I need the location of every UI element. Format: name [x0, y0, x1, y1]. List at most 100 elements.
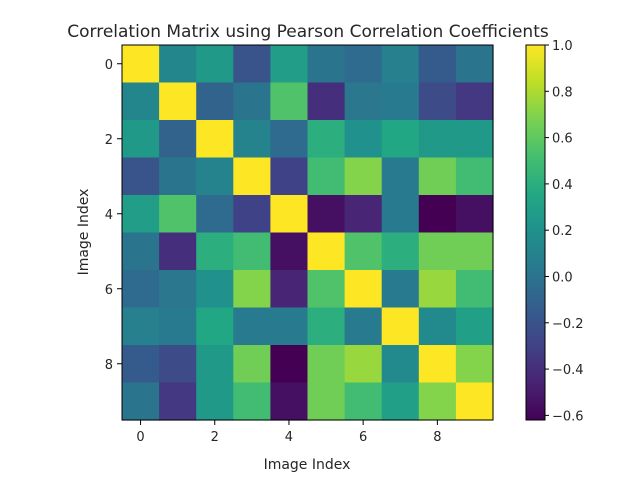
y-tick-label: 4 — [105, 208, 113, 223]
heatmap-cell-5-3 — [233, 232, 271, 271]
heatmap-cell-7-1 — [159, 307, 197, 346]
x-tick-label: 2 — [211, 430, 219, 445]
heatmap-cell-9-0 — [122, 382, 160, 421]
heatmap-cell-8-8 — [418, 345, 457, 384]
chart-title: Correlation Matrix using Pearson Correla… — [67, 22, 549, 42]
heatmap-cell-7-7 — [381, 307, 420, 346]
heatmap-cell-5-8 — [418, 232, 457, 271]
plot-frame — [121, 44, 494, 421]
x-tick-label: 8 — [433, 430, 441, 445]
heatmap-cell-1-6 — [344, 82, 383, 121]
heatmap-cell-8-3 — [233, 345, 271, 384]
heatmap-cell-3-5 — [307, 157, 346, 196]
heatmap-cell-6-8 — [418, 270, 457, 309]
colorbar-tick-label: 0.6 — [552, 132, 573, 147]
heatmap-cell-8-7 — [381, 345, 420, 384]
heatmap-cell-6-6 — [344, 270, 383, 309]
heatmap-cell-0-2 — [196, 45, 234, 84]
heatmap-cell-0-4 — [270, 45, 309, 84]
heatmap-cell-5-4 — [270, 232, 309, 271]
heatmap-cell-3-6 — [344, 157, 383, 196]
heatmap-cell-8-6 — [344, 345, 383, 384]
heatmap-cell-8-2 — [196, 345, 234, 384]
heatmap-cell-1-4 — [270, 82, 309, 121]
heatmap-cell-2-1 — [159, 120, 197, 159]
heatmap-cell-0-9 — [455, 45, 494, 84]
x-tick-label: 4 — [285, 430, 293, 445]
heatmap-cell-4-6 — [344, 195, 383, 234]
heatmap-cell-7-5 — [307, 307, 346, 346]
heatmap-cell-2-3 — [233, 120, 271, 159]
heatmap-cell-4-0 — [122, 195, 160, 234]
heatmap-cell-5-2 — [196, 232, 234, 271]
heatmap-cell-9-3 — [233, 382, 271, 421]
heatmap-cell-8-9 — [455, 345, 494, 384]
heatmap-cell-5-0 — [122, 232, 160, 271]
heatmap-cell-3-7 — [381, 157, 420, 196]
heatmap-cell-3-0 — [122, 157, 160, 196]
heatmap-cell-9-1 — [159, 382, 197, 421]
heatmap-cell-6-3 — [233, 270, 271, 309]
y-axis-label: Image Index — [76, 189, 92, 276]
heatmap-cell-0-8 — [418, 45, 457, 84]
colorbar — [526, 45, 545, 420]
colorbar-frame — [525, 44, 546, 421]
heatmap-cell-9-2 — [196, 382, 234, 421]
colorbar-tick-label: 0.0 — [552, 270, 573, 285]
heatmap-cell-3-2 — [196, 157, 234, 196]
colorbar-tick-label: 0.8 — [552, 85, 573, 100]
heatmap-cells — [122, 45, 494, 421]
heatmap-cell-1-5 — [307, 82, 346, 121]
heatmap-cell-6-0 — [122, 270, 160, 309]
heatmap-cell-8-1 — [159, 345, 197, 384]
colorbar-tick-label: −0.6 — [552, 409, 584, 424]
heatmap-cell-4-1 — [159, 195, 197, 234]
heatmap-cell-6-1 — [159, 270, 197, 309]
heatmap-cell-7-9 — [455, 307, 494, 346]
heatmap-cell-1-9 — [455, 82, 494, 121]
heatmap-cell-2-9 — [455, 120, 494, 159]
heatmap-cell-2-8 — [418, 120, 457, 159]
heatmap-cell-8-5 — [307, 345, 346, 384]
y-tick-label: 0 — [105, 58, 113, 73]
heatmap-cell-5-9 — [455, 232, 494, 271]
heatmap-cell-4-3 — [233, 195, 271, 234]
heatmap-cell-1-0 — [122, 82, 160, 121]
heatmap-cell-0-7 — [381, 45, 420, 84]
heatmap-cell-0-0 — [122, 45, 160, 84]
heatmap-cell-6-7 — [381, 270, 420, 309]
heatmap-cell-5-6 — [344, 232, 383, 271]
heatmap-cell-7-4 — [270, 307, 309, 346]
heatmap-cell-7-2 — [196, 307, 234, 346]
colorbar-tick-label: 1.0 — [552, 39, 573, 54]
colorbar-tick-label: −0.2 — [552, 317, 584, 332]
heatmap-cell-4-9 — [455, 195, 494, 234]
heatmap-cell-3-3 — [233, 157, 271, 196]
y-tick-label: 2 — [105, 133, 113, 148]
heatmap-cell-7-6 — [344, 307, 383, 346]
heatmap-cell-2-4 — [270, 120, 309, 159]
heatmap-cell-8-4 — [270, 345, 309, 384]
heatmap-cell-6-5 — [307, 270, 346, 309]
x-tick-label: 0 — [136, 430, 144, 445]
heatmap-cell-9-9 — [455, 382, 494, 421]
heatmap-cell-2-6 — [344, 120, 383, 159]
heatmap-cell-6-9 — [455, 270, 494, 309]
y-tick-label: 8 — [105, 358, 113, 373]
colorbar-tick-label: 0.4 — [552, 178, 573, 193]
heatmap-cell-2-5 — [307, 120, 346, 159]
heatmap-cell-2-0 — [122, 120, 160, 159]
heatmap-cell-8-0 — [122, 345, 160, 384]
heatmap-cell-4-7 — [381, 195, 420, 234]
heatmap-cell-0-5 — [307, 45, 346, 84]
heatmap-cell-1-3 — [233, 82, 271, 121]
heatmap-cell-7-3 — [233, 307, 271, 346]
heatmap-cell-5-7 — [381, 232, 420, 271]
heatmap-cell-7-8 — [418, 307, 457, 346]
heatmap-cell-4-5 — [307, 195, 346, 234]
heatmap-cell-3-9 — [455, 157, 494, 196]
colorbar-ticks: 1.0 0.8 0.6 0.4 0.2 0.0 −0.2 −0.4 −0.6 — [545, 39, 584, 424]
colorbar-tick-label: −0.4 — [552, 363, 584, 378]
heatmap-cell-5-5 — [307, 232, 346, 271]
